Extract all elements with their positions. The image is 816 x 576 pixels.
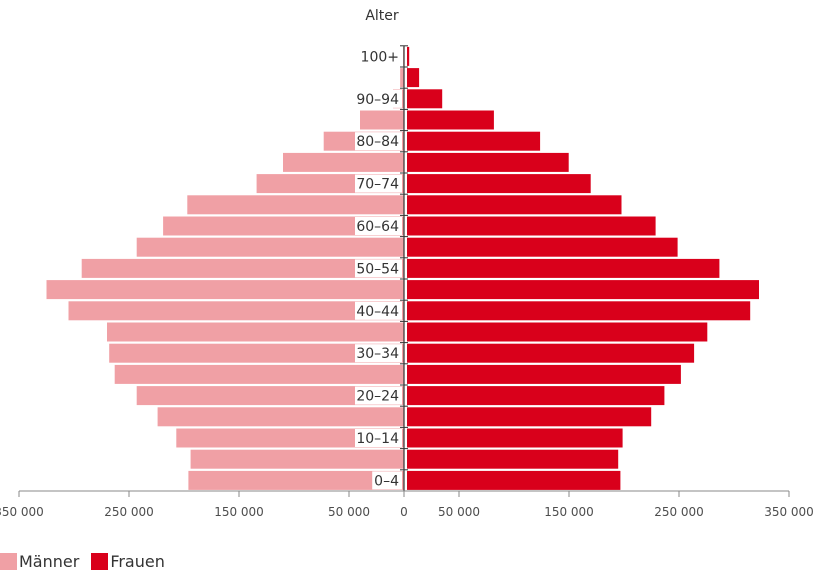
x-tick-label-5: 50 000 [438,505,480,519]
bar-frauen-0 [407,470,621,490]
age-label-bg-12 [355,217,402,235]
age-label-10: 50–54 [356,261,399,277]
bar-maenner-10 [81,258,404,278]
bar-maenner-17 [360,110,404,130]
x-tick-label-2: 150 000 [214,505,264,519]
age-label-bg-2 [355,429,402,447]
bar-maenner-12 [163,216,404,236]
bar-maenner-5 [114,364,404,384]
bar-maenner-2 [176,428,404,448]
age-label-8: 40–44 [356,304,399,320]
legend-swatch-maenner [0,553,17,570]
legend-item-frauen: Frauen [91,552,165,571]
bar-frauen-3 [407,407,652,427]
bar-frauen-8 [407,301,751,321]
age-label-bg-6 [355,344,402,363]
bar-frauen-18 [407,89,443,109]
x-tick-label-8: 350 000 [764,505,814,519]
age-label-20: 100+ [361,49,399,65]
bar-frauen-16 [407,131,541,151]
bar-frauen-20 [407,46,410,66]
legend-item-maenner: Männer [0,552,79,571]
bar-frauen-1 [407,449,619,469]
bar-frauen-13 [407,195,622,215]
bar-maenner-7 [107,322,404,342]
x-tick-label-4: 0 [400,505,408,519]
age-label-16: 80–84 [356,134,399,150]
age-label-bg-16 [355,132,402,151]
bar-frauen-19 [407,68,420,88]
age-label-bg-10 [355,259,402,278]
bar-frauen-2 [407,428,623,448]
bar-maenner-8 [68,301,404,321]
x-tick-label-1: 250 000 [104,505,154,519]
age-label-bg-14 [355,174,402,193]
age-label-6: 30–34 [356,346,399,362]
age-label-bg-8 [355,301,402,320]
age-label-0: 0–4 [374,473,399,489]
bar-frauen-17 [407,110,494,130]
bar-maenner-9 [46,280,404,300]
bar-maenner-11 [136,237,404,257]
x-tick-label-6: 150 000 [544,505,594,519]
bar-frauen-5 [407,364,681,384]
age-label-4: 20–24 [356,389,399,405]
bar-frauen-10 [407,258,720,278]
bar-frauen-9 [407,280,759,300]
age-label-2: 10–14 [356,431,399,447]
bar-frauen-7 [407,322,708,342]
bar-maenner-13 [187,195,404,215]
age-label-12: 60–64 [356,219,399,235]
bar-maenner-0 [188,470,404,490]
age-label-bg-18 [355,89,402,108]
bar-maenner-15 [283,152,404,172]
bar-frauen-4 [407,386,665,406]
bar-maenner-6 [109,343,404,363]
x-tick-label-0: 350 000 [0,505,44,519]
bar-frauen-11 [407,237,678,257]
x-tick-label-7: 250 000 [654,505,704,519]
y-axis-title: Alter [365,8,399,24]
bar-frauen-12 [407,216,656,236]
bar-frauen-6 [407,343,695,363]
bar-maenner-4 [136,386,404,406]
age-label-14: 70–74 [356,177,399,193]
bar-maenner-19 [400,68,404,88]
bar-maenner-1 [190,449,404,469]
age-label-bg-4 [355,386,402,405]
legend-label-maenner: Männer [19,552,80,571]
age-label-bg-0 [372,471,402,490]
bar-frauen-15 [407,152,569,172]
x-tick-label-3: 50 000 [328,505,370,519]
bar-frauen-14 [407,174,591,194]
legend-swatch-frauen [91,553,109,570]
legend-label-frauen: Frauen [110,552,165,571]
legend: Männer Frauen [0,552,177,571]
age-label-18: 90–94 [356,92,399,108]
bar-maenner-3 [157,407,404,427]
age-label-bg-20 [363,47,402,66]
